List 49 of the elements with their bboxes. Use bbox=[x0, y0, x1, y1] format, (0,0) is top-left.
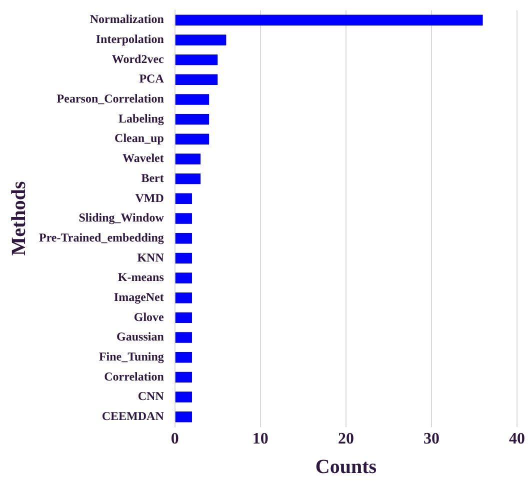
y-tick-label: Labeling bbox=[118, 111, 164, 126]
bar bbox=[175, 272, 192, 284]
bar bbox=[175, 114, 210, 125]
y-tick-label: Clean_up bbox=[114, 131, 164, 146]
y-tick-label: Glove bbox=[134, 310, 165, 324]
bar bbox=[175, 173, 201, 184]
y-tick-label: KNN bbox=[137, 250, 164, 264]
bar bbox=[175, 193, 192, 204]
y-tick-label: Wavelet bbox=[122, 151, 164, 166]
y-tick-label: CEEMDAN bbox=[102, 408, 164, 423]
bar bbox=[175, 392, 192, 402]
y-tick-label: Correlation bbox=[104, 369, 164, 384]
y-tick-label: Bert bbox=[141, 170, 164, 185]
y-axis-title: Methods bbox=[8, 181, 30, 256]
y-tick-label: Pearson_Correlation bbox=[56, 92, 164, 106]
bar bbox=[175, 14, 483, 26]
x-tick-label: 0 bbox=[170, 430, 179, 448]
y-tick-label: Pre-Trained_embedding bbox=[38, 230, 164, 244]
bar bbox=[175, 352, 192, 363]
bar bbox=[175, 74, 218, 85]
bar bbox=[175, 292, 192, 304]
y-tick-label: Word2vec bbox=[112, 52, 165, 66]
x-tick-label: 20 bbox=[338, 430, 354, 448]
bar bbox=[175, 94, 210, 105]
bar bbox=[175, 213, 192, 224]
bar bbox=[175, 312, 192, 324]
bar bbox=[175, 332, 192, 343]
x-tick-label: 10 bbox=[252, 430, 268, 448]
bar bbox=[175, 34, 226, 46]
bar bbox=[175, 372, 192, 383]
y-tick-label: VMD bbox=[135, 190, 164, 205]
y-tick-label: PCA bbox=[139, 72, 164, 86]
bar bbox=[175, 412, 192, 422]
y-tick-label: ImageNet bbox=[114, 290, 164, 304]
bar bbox=[175, 154, 201, 164]
y-tick-label: K-means bbox=[118, 270, 164, 284]
y-tick-label: Interpolation bbox=[96, 32, 164, 46]
x-tick-label: 40 bbox=[509, 430, 525, 448]
y-tick-label: Normalization bbox=[90, 12, 164, 26]
bar bbox=[175, 252, 192, 264]
bar bbox=[175, 54, 218, 66]
y-tick-label: Sliding_Window bbox=[78, 210, 164, 225]
y-tick-label: CNN bbox=[138, 389, 164, 404]
bar bbox=[175, 232, 192, 244]
y-tick-label: Gaussian bbox=[116, 330, 164, 344]
y-tick-label: Fine_Tuning bbox=[98, 349, 164, 364]
x-axis-title: Counts bbox=[315, 456, 377, 478]
bar bbox=[175, 134, 210, 145]
x-tick-label: 30 bbox=[423, 430, 440, 448]
